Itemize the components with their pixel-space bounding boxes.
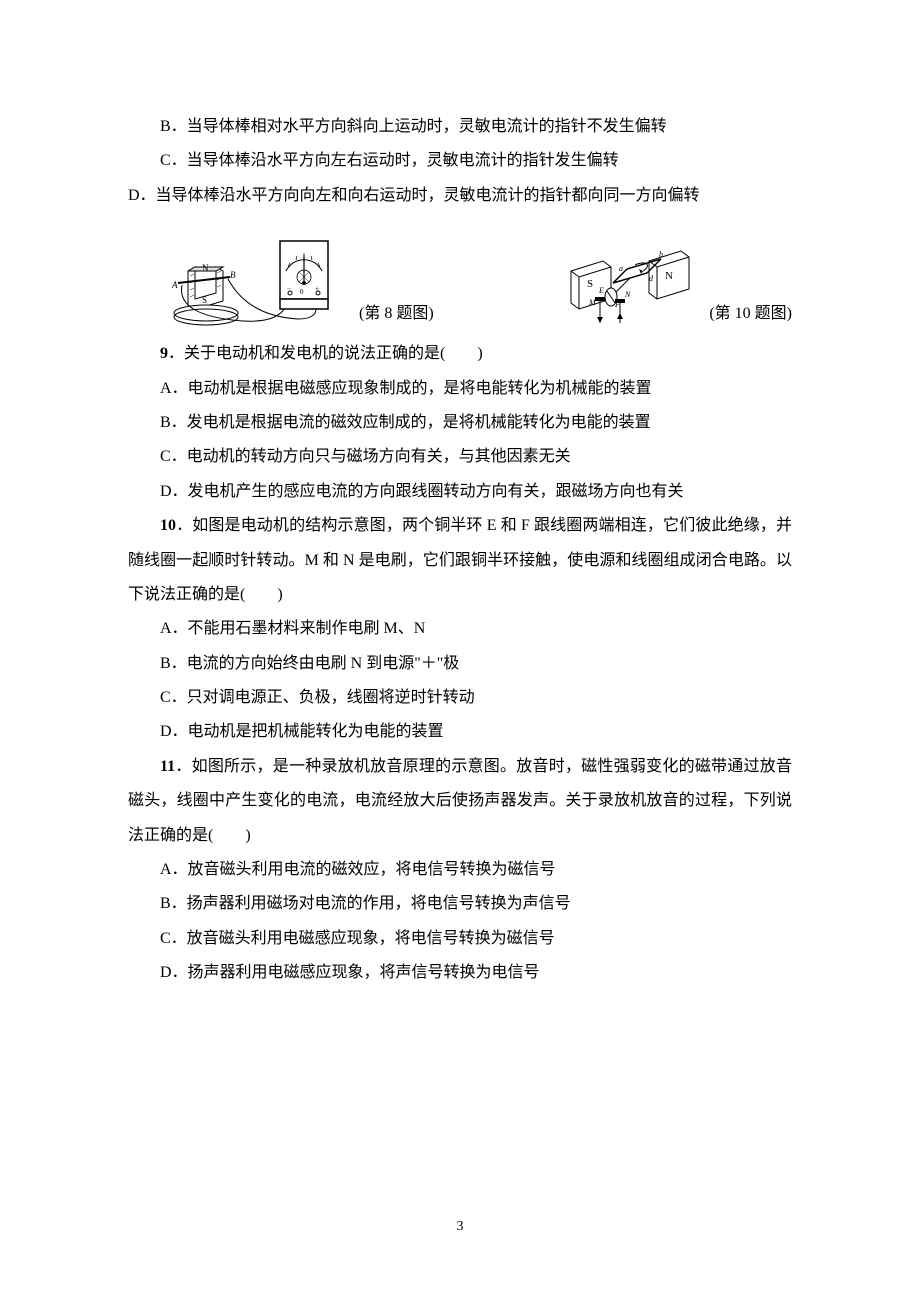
figure-10-caption: (第 10 题图) [709,297,792,331]
q10-stem: 10．如图是电动机的结构示意图，两个铜半环 E 和 F 跟线圈两端相连，它们彼此… [128,509,792,612]
fig8-label-a: A [171,280,178,290]
q11-stem-text: ．如图所示，是一种录放机放音原理的示意图。放音时，磁性强弱变化的磁带通过放音磁头… [128,758,792,844]
svg-text:0: 0 [300,288,304,296]
svg-text:+: + [315,285,319,293]
q9-stem: 9．关于电动机和发电机的说法正确的是( ) [128,337,792,371]
figure-8-group: N S A B [168,221,434,331]
q9-number: 9 [160,345,168,362]
q8-option-d-text: D．当导体棒沿水平方向向左和向右运动时，灵敏电流计的指针都向同一方向偏转 [128,187,700,204]
fig8-label-b: B [230,270,236,280]
q11-option-b: B．扬声器利用磁场对电流的作用，将电信号转换为声信号 [128,887,792,921]
q9-option-d: D．发电机产生的感应电流的方向跟线圈转动方向有关，跟磁场方向也有关 [128,475,792,509]
q11-stem: 11．如图所示，是一种录放机放音原理的示意图。放音时，磁性强弱变化的磁带通过放音… [128,750,792,853]
fig8-label-s: S [202,295,207,305]
svg-text:M: M [588,298,597,307]
q11-option-c: C．放音磁头利用电磁感应现象，将电信号转换为磁信号 [128,922,792,956]
fig10-label-s: S [587,278,593,290]
figure-8-caption: (第 8 题图) [359,297,434,331]
svg-text:−: − [287,285,291,293]
figures-row: N S A B [128,221,792,331]
q8-option-c: C．当导体棒沿水平方向左右运动时，灵敏电流计的指针发生偏转 [128,144,792,178]
fig8-label-n: N [202,263,209,273]
figure-10: S N a b d E F [563,241,703,331]
q8-option-b: B．当导体棒相对水平方向斜向上运动时，灵敏电流计的指针不发生偏转 [128,110,792,144]
q9-option-a: A．电动机是根据电磁感应现象制成的，是将电能转化为机械能的装置 [128,372,792,406]
q9-option-b: B．发电机是根据电流的磁效应制成的，是将机械能转化为电能的装置 [128,406,792,440]
q10-stem-text: ．如图是电动机的结构示意图，两个铜半环 E 和 F 跟线圈两端相连，它们彼此绝缘… [128,517,792,603]
svg-text:a: a [619,264,623,273]
q10-option-d: D．电动机是把机械能转化为电能的装置 [128,715,792,749]
q8-option-d: D．当导体棒沿水平方向向左和向右运动时，灵敏电流计的指针都向同一方向偏转 [128,179,792,213]
q9-stem-text: ．关于电动机和发电机的说法正确的是( ) [168,345,483,362]
q11-option-d: D．扬声器利用电磁感应现象，将声信号转换为电信号 [128,956,792,990]
figure-10-group: S N a b d E F [563,241,792,331]
fig10-label-n: N [665,270,673,282]
q9-option-c: C．电动机的转动方向只与磁场方向有关，与其他因素无关 [128,440,792,474]
figure-8: N S A B [168,221,353,331]
svg-text:b: b [659,250,663,259]
q10-option-a: A．不能用石墨材料来制作电刷 M、N [128,612,792,646]
page-number: 3 [0,1212,920,1242]
svg-text:E: E [598,286,604,295]
svg-text:N: N [624,290,631,299]
q10-number: 10 [160,517,176,534]
q10-option-b: B．电流的方向始终由电刷 N 到电源"＋"极 [128,647,792,681]
q11-option-a: A．放音磁头利用电流的磁效应，将电信号转换为磁信号 [128,853,792,887]
q11-number: 11 [160,758,175,775]
q10-option-c: C．只对调电源正、负极，线圈将逆时针转动 [128,681,792,715]
